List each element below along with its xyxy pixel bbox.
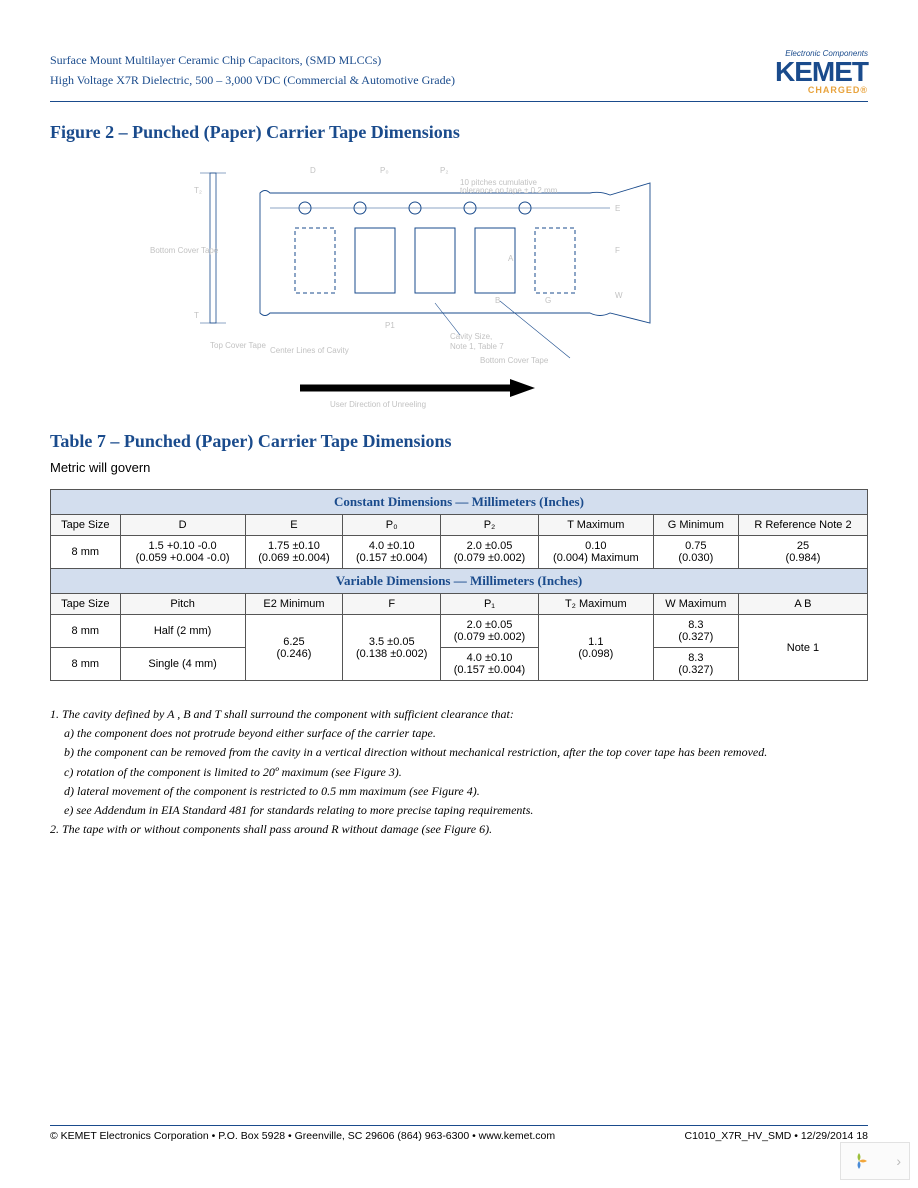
page-next-widget[interactable]: › xyxy=(840,1142,910,1180)
v-AB: Note 1 xyxy=(738,615,867,681)
vh-P1: P₁ xyxy=(441,594,539,615)
c-size: 8 mm xyxy=(51,536,121,569)
logo-charged: CHARGED® xyxy=(775,86,868,95)
label-cavity-note: Note 1, Table 7 xyxy=(450,342,504,351)
const-row: 8 mm 1.5 +0.10 -0.0 (0.059 +0.004 -0.0) … xyxy=(51,536,868,569)
v1-W: 8.3 (0.327) xyxy=(653,615,738,648)
ch-P2: P₂ xyxy=(441,515,539,536)
table-title: Table 7 – Punched (Paper) Carrier Tape D… xyxy=(50,431,868,452)
label-E: E xyxy=(615,204,620,213)
note-1e: e) see Addendum in EIA Standard 481 for … xyxy=(64,801,868,820)
v2-W: 8.3 (0.327) xyxy=(653,648,738,681)
note-1c: c) rotation of the component is limited … xyxy=(64,763,868,782)
vh-T2: T₂ Maximum xyxy=(538,594,653,615)
metric-govern: Metric will govern xyxy=(50,460,868,475)
label-direction: User Direction of Unreeling xyxy=(330,400,426,409)
note-1b: b) the component can be removed from the… xyxy=(64,743,868,762)
footer-left: © KEMET Electronics Corporation • P.O. B… xyxy=(50,1130,555,1142)
label-F: F xyxy=(615,246,620,255)
footer-right: C1010_X7R_HV_SMD • 12/29/2014 18 xyxy=(685,1130,868,1142)
ch-P0: P₀ xyxy=(343,515,441,536)
ch-D: D xyxy=(120,515,245,536)
label-A: A xyxy=(508,254,514,263)
label-P0: P₀ xyxy=(380,166,389,175)
header-line1: Surface Mount Multilayer Ceramic Chip Ca… xyxy=(50,50,455,70)
label-bottom-cover2: Bottom Cover Tape xyxy=(480,356,549,365)
vh-AB: A B xyxy=(738,594,867,615)
label-top-cover: Top Cover Tape xyxy=(210,341,266,350)
vh-F: F xyxy=(343,594,441,615)
footnotes: 1. The cavity defined by A , B and T sha… xyxy=(50,705,868,839)
label-T2: T xyxy=(194,311,199,320)
band-variable: Variable Dimensions — Millimeters (Inche… xyxy=(51,569,868,594)
figure-title: Figure 2 – Punched (Paper) Carrier Tape … xyxy=(50,122,868,143)
c-R: 25 (0.984) xyxy=(738,536,867,569)
ch-Rref: R Reference Note 2 xyxy=(738,515,867,536)
v-F: 3.5 ±0.05 (0.138 ±0.002) xyxy=(343,615,441,681)
c-G: 0.75 (0.030) xyxy=(653,536,738,569)
label-P2: P₂ xyxy=(440,166,448,175)
header-text: Surface Mount Multilayer Ceramic Chip Ca… xyxy=(50,50,455,91)
var-row-1: 8 mm Half (2 mm) 6.25 (0.246) 3.5 ±0.05 … xyxy=(51,615,868,648)
label-T: T₂ xyxy=(194,186,202,195)
note-1: 1. The cavity defined by A , B and T sha… xyxy=(50,705,868,724)
vh-tape-size: Tape Size xyxy=(51,594,121,615)
label-W: W xyxy=(615,291,623,300)
label-P1: P1 xyxy=(385,321,395,330)
v1-size: 8 mm xyxy=(51,615,121,648)
note-1d: d) lateral movement of the component is … xyxy=(64,782,868,801)
label-cumulative2: tolerance on tape ± 0.2 mm xyxy=(460,186,558,195)
v1-P1: 2.0 ±0.05 (0.079 ±0.002) xyxy=(441,615,539,648)
v-E2: 6.25 (0.246) xyxy=(245,615,343,681)
vh-W: W Maximum xyxy=(653,594,738,615)
ch-Gmin: G Minimum xyxy=(653,515,738,536)
note-1a: a) the component does not protrude beyon… xyxy=(64,724,868,743)
chevron-right-icon[interactable]: › xyxy=(896,1153,901,1169)
label-bottom-cover: Bottom Cover Tape xyxy=(150,246,219,255)
v2-P1: 4.0 ±0.10 (0.157 ±0.004) xyxy=(441,648,539,681)
v-T2: 1.1 (0.098) xyxy=(538,615,653,681)
ch-tape-size: Tape Size xyxy=(51,515,121,536)
band-constant: Constant Dimensions — Millimeters (Inche… xyxy=(51,490,868,515)
label-center-lines: Center Lines of Cavity xyxy=(270,346,349,355)
tape-diagram: T₂ T Bottom Cover Tape Top Cover Tape D … xyxy=(150,153,670,413)
c-P0: 4.0 ±0.10 (0.157 ±0.004) xyxy=(343,536,441,569)
v2-pitch: Single (4 mm) xyxy=(120,648,245,681)
page-header: Surface Mount Multilayer Ceramic Chip Ca… xyxy=(50,50,868,102)
ch-E: E xyxy=(245,515,343,536)
dimensions-table: Constant Dimensions — Millimeters (Inche… xyxy=(50,489,868,681)
label-G: G xyxy=(545,296,551,305)
v2-size: 8 mm xyxy=(51,648,121,681)
header-line2: High Voltage X7R Dielectric, 500 – 3,000… xyxy=(50,70,455,90)
c-D: 1.5 +0.10 -0.0 (0.059 +0.004 -0.0) xyxy=(120,536,245,569)
c-E: 1.75 ±0.10 (0.069 ±0.004) xyxy=(245,536,343,569)
logo-text: KEMET xyxy=(775,58,868,86)
vh-pitch: Pitch xyxy=(120,594,245,615)
c-T: 0.10 (0.004) Maximum xyxy=(538,536,653,569)
pager-icon xyxy=(849,1151,869,1171)
page-footer: © KEMET Electronics Corporation • P.O. B… xyxy=(50,1125,868,1142)
kemet-logo: Electronic Components KEMET CHARGED® xyxy=(775,50,868,95)
label-cavity-size: Cavity Size, xyxy=(450,332,492,341)
label-B: B xyxy=(495,296,500,305)
label-D: D xyxy=(310,166,316,175)
c-P2: 2.0 ±0.05 (0.079 ±0.002) xyxy=(441,536,539,569)
note-2: 2. The tape with or without components s… xyxy=(50,820,868,839)
v1-pitch: Half (2 mm) xyxy=(120,615,245,648)
ch-Tmax: T Maximum xyxy=(538,515,653,536)
vh-E2: E2 Minimum xyxy=(245,594,343,615)
